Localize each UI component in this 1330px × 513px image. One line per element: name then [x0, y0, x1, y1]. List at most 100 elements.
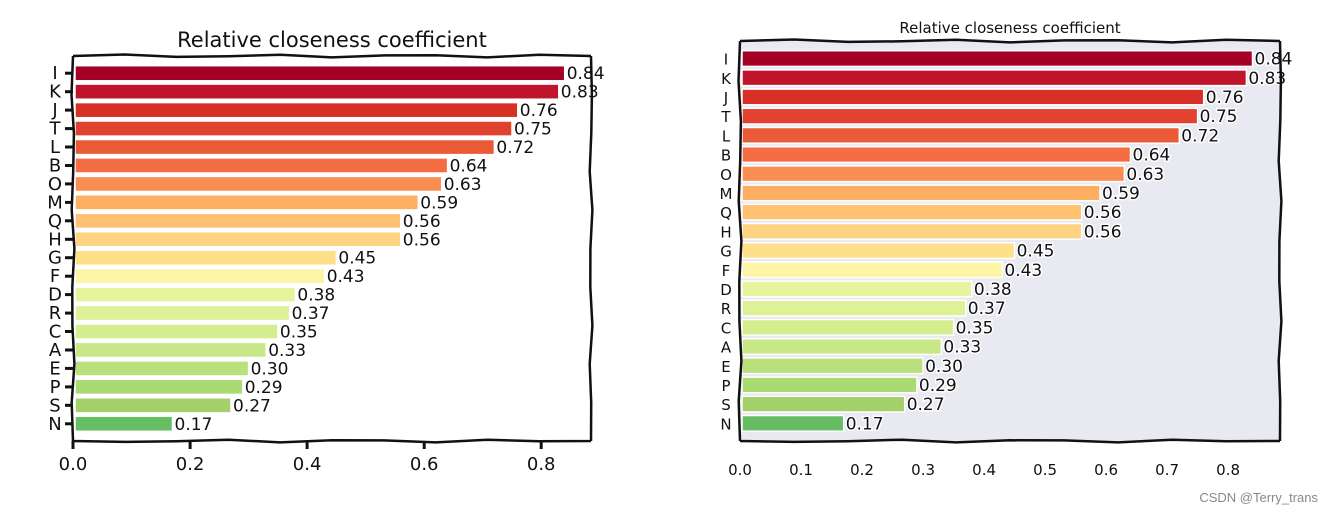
x-tick-label: 0.4: [293, 454, 322, 475]
bar-J: [741, 88, 1205, 106]
bar-chart-left: Relative closeness coefficient 0.84 I 0.83 K…: [47, 28, 606, 475]
value-label-I: 0.84: [567, 64, 605, 84]
bar-R: [741, 299, 967, 317]
chart-title: Relative closeness coefficient: [899, 19, 1120, 37]
bar-D: [741, 280, 973, 298]
category-label-Q: Q: [720, 204, 732, 222]
x-tick-label: 0.3: [911, 461, 935, 479]
bar-H: [741, 222, 1083, 240]
value-label-C: 0.35: [280, 323, 318, 343]
bar-G: [74, 249, 338, 267]
x-tick-label: 0.0: [59, 454, 88, 475]
value-label-B: 0.64: [450, 157, 488, 177]
value-label-S: 0.27: [233, 396, 271, 416]
value-label-F: 0.43: [1004, 261, 1042, 281]
bar-M: [74, 194, 420, 211]
bar-R: [74, 304, 291, 322]
value-label-K: 0.83: [1248, 69, 1286, 89]
x-tick-label: 0.4: [972, 461, 996, 479]
bar-Q: [741, 203, 1083, 221]
bar-P: [74, 378, 244, 396]
bar-M: [741, 184, 1101, 202]
category-label-F: F: [50, 266, 60, 287]
bar-E: [74, 360, 250, 377]
bar-K: [741, 69, 1248, 87]
value-label-A: 0.33: [943, 338, 981, 358]
bar-I: [741, 49, 1254, 68]
value-label-T: 0.75: [514, 120, 552, 140]
value-label-P: 0.29: [919, 376, 957, 396]
bar-chart-right: Relative closeness coefficient 0.84 I 0.83 K…: [720, 19, 1294, 479]
category-label-P: P: [50, 377, 61, 398]
value-label-E: 0.30: [925, 357, 963, 377]
x-tick-label: 0.0: [728, 461, 752, 479]
bar-O: [741, 165, 1126, 183]
x-tick-label: 0.6: [1094, 461, 1118, 479]
plot-area: [73, 56, 591, 441]
bar-T: [741, 107, 1199, 125]
x-tick-label: 0.2: [850, 461, 874, 479]
category-label-S: S: [49, 395, 60, 416]
bar-L: [741, 126, 1181, 144]
bar-F: [74, 267, 326, 285]
value-label-J: 0.76: [1206, 88, 1244, 108]
value-label-R: 0.37: [968, 299, 1006, 319]
x-tick-label: 0.8: [1216, 461, 1240, 479]
bar-K: [74, 83, 560, 100]
category-label-L: L: [722, 127, 731, 145]
chart-title: Relative closeness coefficient: [177, 28, 487, 52]
category-label-A: A: [49, 340, 62, 361]
category-label-C: C: [721, 319, 731, 337]
value-label-H: 0.56: [1084, 222, 1122, 242]
bar-S: [741, 395, 906, 413]
value-label-L: 0.72: [1181, 126, 1219, 146]
bar-N: [741, 414, 845, 432]
category-label-M: M: [720, 185, 733, 203]
value-label-D: 0.38: [297, 286, 335, 306]
value-label-L: 0.72: [496, 138, 534, 158]
category-label-R: R: [721, 300, 731, 318]
category-label-H: H: [48, 229, 62, 250]
category-label-G: G: [720, 243, 732, 261]
value-label-I: 0.84: [1255, 50, 1293, 70]
category-label-E: E: [721, 358, 730, 376]
value-label-S: 0.27: [907, 395, 945, 415]
bar-Q: [74, 212, 402, 230]
category-label-J: J: [723, 89, 728, 107]
category-label-E: E: [49, 358, 60, 379]
category-label-T: T: [49, 119, 62, 140]
bar-A: [741, 337, 943, 356]
category-label-I: I: [724, 51, 728, 69]
value-label-M: 0.59: [1102, 184, 1140, 204]
category-label-D: D: [48, 285, 62, 306]
category-label-O: O: [48, 174, 62, 195]
category-label-B: B: [49, 156, 61, 177]
value-label-H: 0.56: [403, 230, 441, 250]
value-label-Q: 0.56: [403, 212, 441, 232]
bar-N: [74, 415, 174, 433]
x-tick-label: 0.8: [527, 454, 556, 475]
bar-I: [74, 64, 566, 82]
bar-C: [741, 318, 955, 336]
bar-O: [74, 175, 443, 193]
bar-A: [74, 341, 267, 359]
value-label-O: 0.63: [1126, 165, 1164, 185]
value-label-A: 0.33: [268, 341, 306, 361]
category-label-K: K: [721, 70, 732, 88]
value-label-T: 0.75: [1200, 107, 1238, 127]
category-label-A: A: [721, 339, 732, 357]
bar-T: [74, 120, 513, 137]
x-tick-label: 0.1: [789, 461, 813, 479]
category-label-K: K: [49, 82, 62, 103]
value-label-O: 0.63: [444, 175, 482, 195]
value-label-R: 0.37: [292, 304, 330, 324]
bar-E: [741, 357, 924, 375]
bar-B: [741, 145, 1132, 164]
category-label-G: G: [48, 248, 62, 269]
category-label-O: O: [720, 166, 732, 184]
category-label-J: J: [51, 100, 57, 121]
category-label-P: P: [721, 377, 730, 395]
value-label-Q: 0.56: [1084, 203, 1122, 223]
value-label-G: 0.45: [338, 249, 376, 269]
bar-L: [74, 138, 496, 156]
